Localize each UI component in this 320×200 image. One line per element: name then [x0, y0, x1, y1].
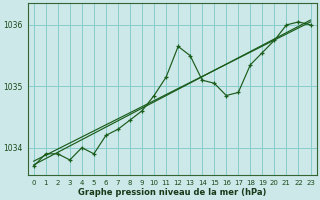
X-axis label: Graphe pression niveau de la mer (hPa): Graphe pression niveau de la mer (hPa) [78, 188, 266, 197]
